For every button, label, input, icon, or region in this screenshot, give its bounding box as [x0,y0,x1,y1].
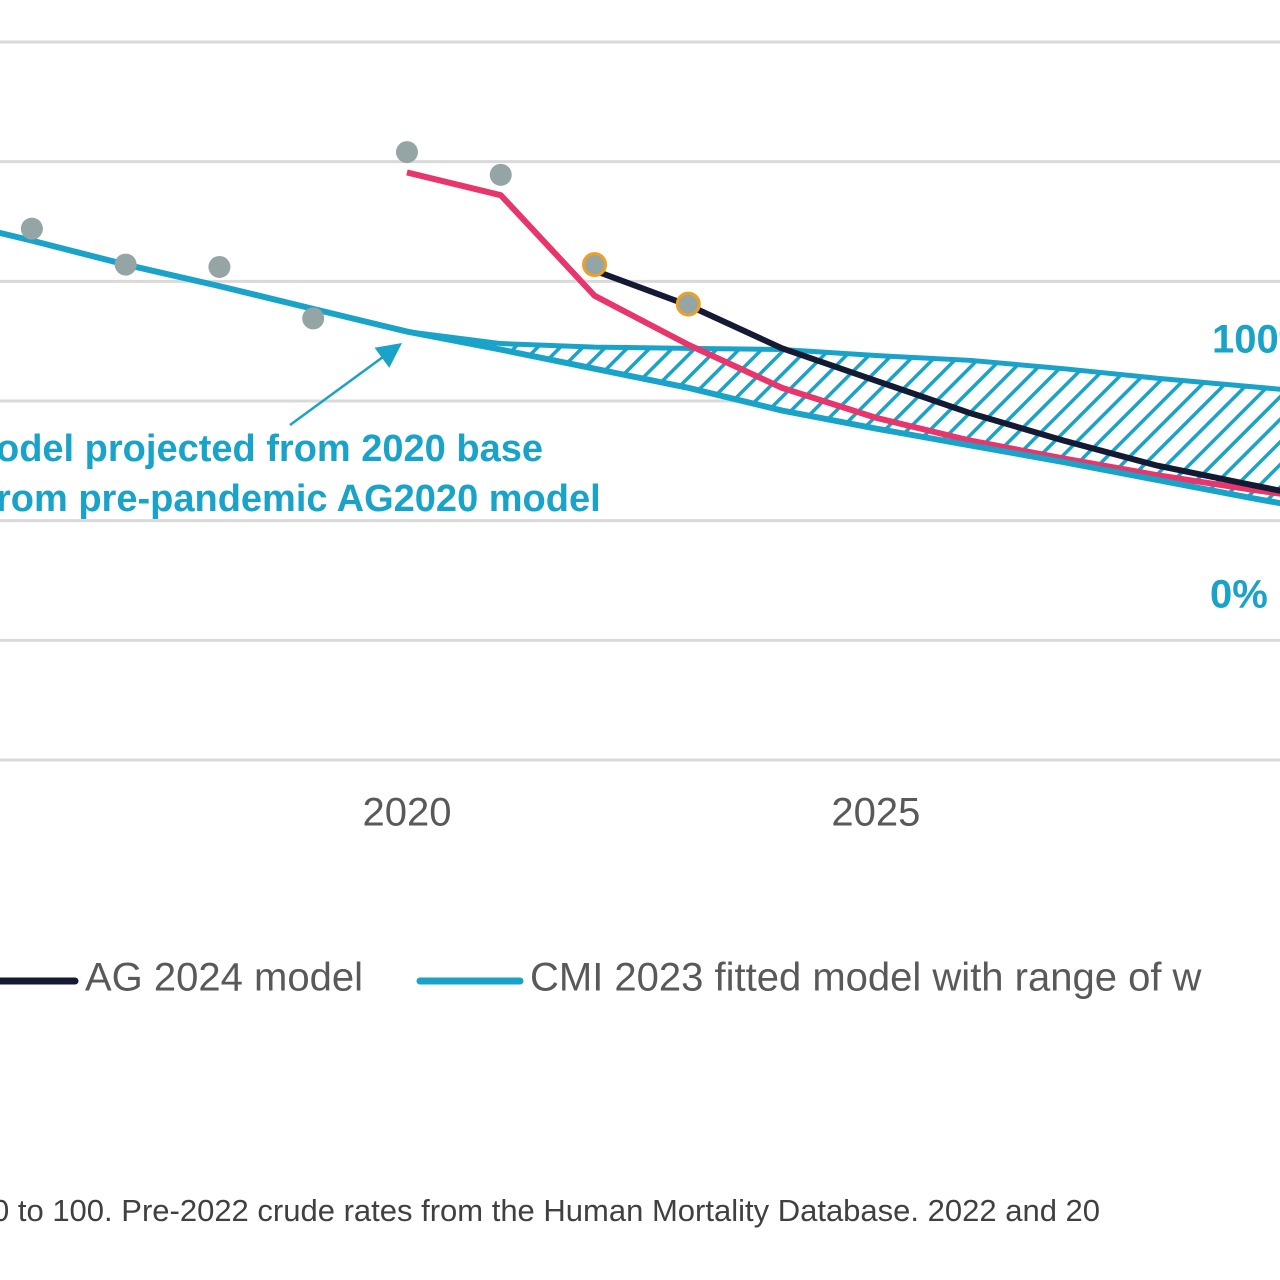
annotation-arrow [289,343,403,427]
data-point [208,255,231,278]
x-tick-label: 2025 [831,791,920,835]
data-point [395,141,418,164]
series-line [0,229,1280,507]
data-point [20,217,43,240]
data-point [302,307,325,330]
legend-label: AG 2024 model [85,956,363,1000]
band-lower-label: 0% [1210,573,1268,617]
series-line [593,267,1280,494]
data-point [582,252,608,278]
data-point [489,163,512,186]
x-tick-label: 2020 [362,791,451,835]
series-line [406,169,1280,497]
data-point [675,291,701,317]
annotation: rom pre-pandemic AG2020 model [0,478,601,520]
annotation: odel projected from 2020 base [0,428,543,470]
data-point [114,253,137,276]
legend-label: CMI 2023 fitted model with range of w [530,956,1202,1000]
range-upper-line [406,329,1280,392]
footnote: 0 to 100. Pre-2022 crude rates from the … [0,1193,1100,1228]
band-upper-label: 100% [1212,318,1280,362]
